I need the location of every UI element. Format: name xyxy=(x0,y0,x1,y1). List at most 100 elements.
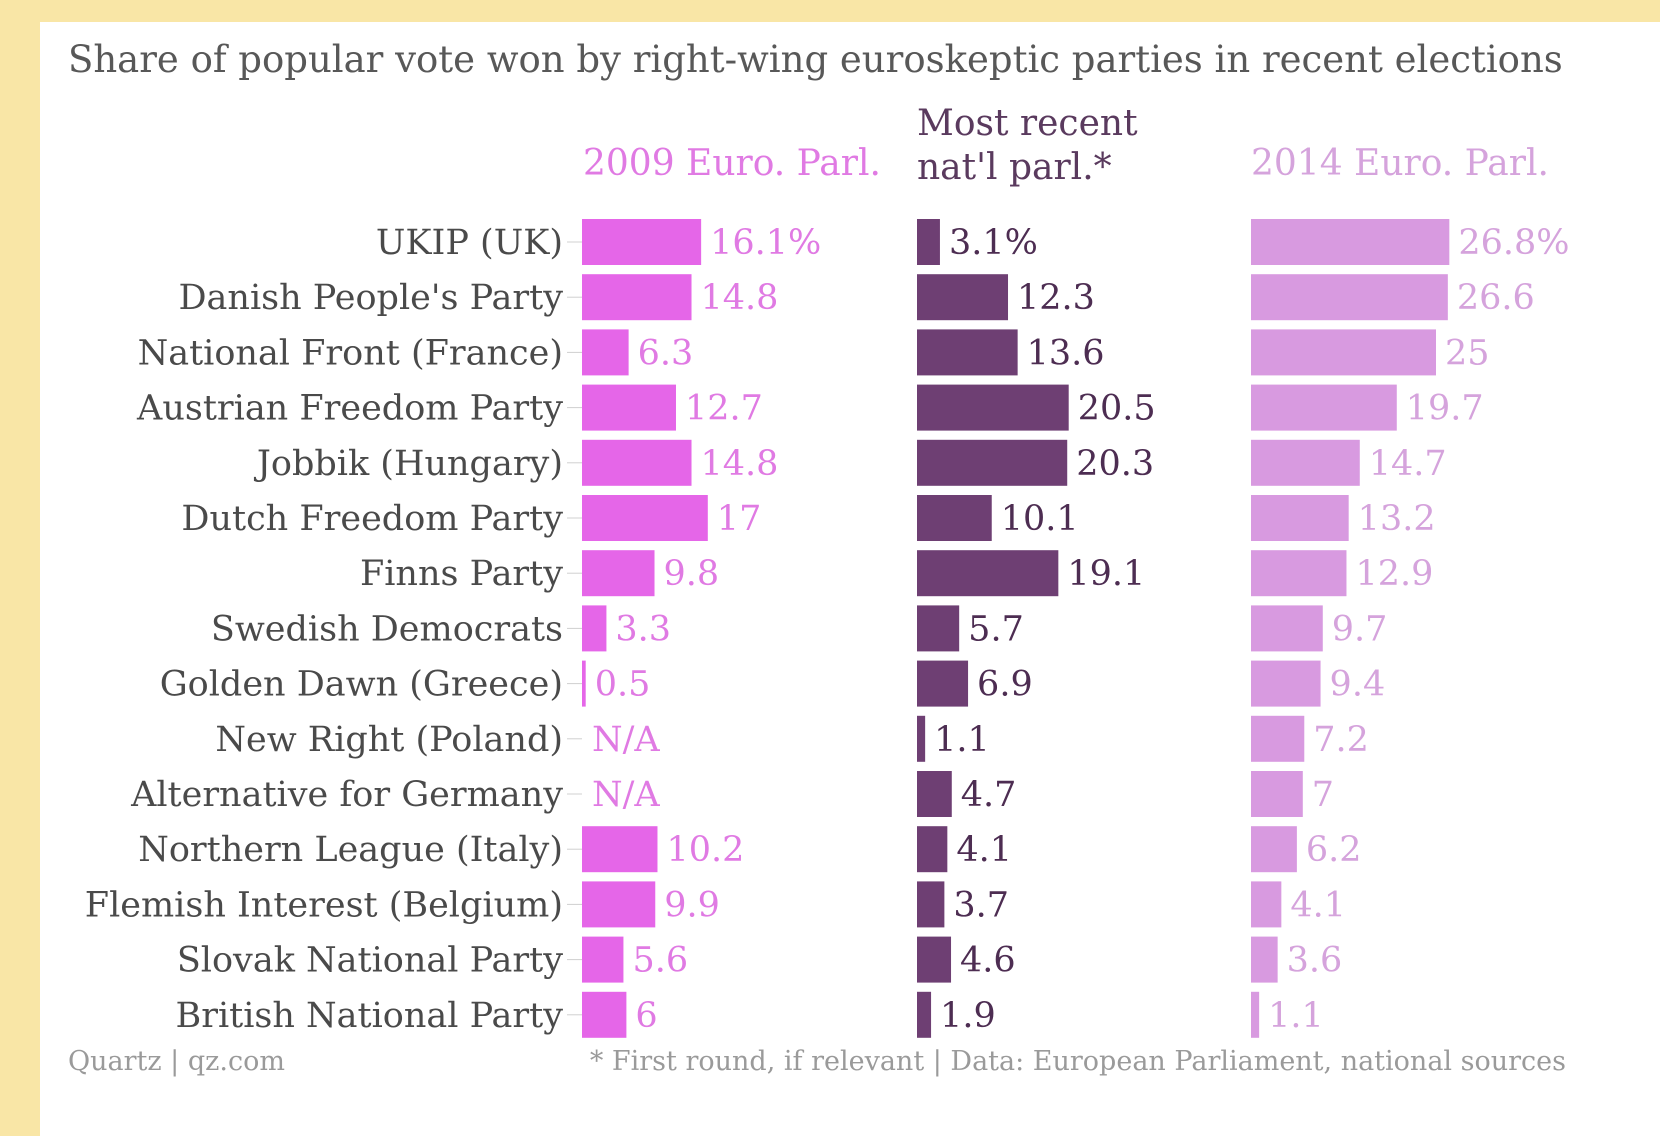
bar xyxy=(917,439,1068,486)
category-label: UKIP (UK) xyxy=(376,223,563,263)
data-label: 16.1% xyxy=(710,223,821,263)
data-label: 7 xyxy=(1312,775,1334,815)
data-label: 10.2 xyxy=(666,830,744,870)
data-label: 14.8 xyxy=(701,444,779,484)
data-label: 9.4 xyxy=(1330,665,1386,705)
bar xyxy=(1251,991,1260,1038)
category-label: Jobbik (Hungary) xyxy=(254,444,563,484)
data-label: 7.2 xyxy=(1313,720,1369,760)
category-label: Alternative for Germany xyxy=(130,775,563,815)
bar xyxy=(1251,550,1347,597)
data-label: 9.8 xyxy=(664,554,720,594)
data-label: 26.8% xyxy=(1458,223,1569,263)
category-label: Slovak National Party xyxy=(177,941,563,981)
chart-panel: Share of popular vote won by right-wing … xyxy=(40,22,1660,1136)
data-label: 3.7 xyxy=(953,885,1009,925)
data-label: 26.6 xyxy=(1457,278,1535,318)
data-label: 6.3 xyxy=(638,333,694,373)
bar xyxy=(582,550,655,597)
data-label: 19.1 xyxy=(1067,554,1145,594)
bar-chart: Share of popular vote won by right-wing … xyxy=(68,38,1570,1077)
data-label: 3.1% xyxy=(949,223,1038,263)
category-label: National Front (France) xyxy=(138,333,563,373)
bar xyxy=(582,274,692,321)
bar xyxy=(582,826,658,873)
data-label: 9.9 xyxy=(664,885,720,925)
data-label: N/A xyxy=(592,720,660,760)
series-header-national-line-2: nat'l parl.* xyxy=(917,147,1112,188)
data-label: 19.7 xyxy=(1406,389,1484,429)
data-label: 6 xyxy=(635,996,657,1036)
bar xyxy=(582,991,627,1038)
bar xyxy=(1251,274,1448,321)
bar xyxy=(1251,715,1305,762)
category-label: Finns Party xyxy=(360,554,563,594)
data-label: 14.7 xyxy=(1369,444,1447,484)
bar xyxy=(917,550,1059,597)
data-label: 5.6 xyxy=(632,941,688,981)
footer-note: * First round, if relevant | Data: Europ… xyxy=(590,1046,1566,1077)
bar xyxy=(917,605,960,652)
bar xyxy=(917,329,1018,376)
data-label: 3.6 xyxy=(1287,941,1343,981)
bar xyxy=(917,274,1009,321)
data-label: 12.3 xyxy=(1017,278,1095,318)
bar xyxy=(1251,329,1436,376)
bar xyxy=(917,495,992,541)
bar xyxy=(917,881,945,928)
data-label: 20.3 xyxy=(1076,444,1154,484)
bar xyxy=(1251,826,1297,873)
bar xyxy=(582,660,586,707)
category-label: Northern League (Italy) xyxy=(138,830,563,870)
data-label: 25 xyxy=(1445,333,1490,373)
footer-source: Quartz | qz.com xyxy=(68,1046,285,1077)
series-header-national-line-1: Most recent xyxy=(917,103,1138,144)
category-label: Swedish Democrats xyxy=(211,609,563,649)
data-label: 1.1 xyxy=(934,720,990,760)
bar xyxy=(917,936,952,983)
data-label: 10.1 xyxy=(1001,499,1079,539)
bar xyxy=(582,936,624,983)
data-label: 4.1 xyxy=(1290,885,1346,925)
data-label: 4.7 xyxy=(961,775,1017,815)
bar xyxy=(1251,771,1303,817)
data-label: 5.7 xyxy=(968,609,1024,649)
data-label: 4.6 xyxy=(960,941,1016,981)
data-label: 1.9 xyxy=(940,996,996,1036)
bar xyxy=(1251,605,1323,652)
data-label: N/A xyxy=(592,775,660,815)
bar xyxy=(582,329,629,376)
data-label: 4.1 xyxy=(956,830,1012,870)
series-header-national-2: nat'l parl.* xyxy=(917,147,1112,188)
data-label: 14.8 xyxy=(701,278,779,318)
bar xyxy=(582,219,702,265)
bar xyxy=(582,605,607,652)
data-label: 9.7 xyxy=(1332,609,1388,649)
bar xyxy=(917,219,940,265)
chart-rows: UKIP (UK) 16.1% 3.1% 26.8% Danish People's P… xyxy=(85,219,1570,1038)
series-header-2014: 2014 Euro. Parl. xyxy=(1251,143,1549,184)
series-header-2009: 2009 Euro. Parl. xyxy=(583,143,881,184)
bar xyxy=(1251,881,1282,928)
bar xyxy=(1251,495,1349,541)
bar xyxy=(917,991,932,1038)
bar xyxy=(1251,439,1360,486)
bar xyxy=(582,881,656,928)
category-label: Golden Dawn (Greece) xyxy=(160,665,563,705)
data-label: 3.3 xyxy=(615,609,671,649)
category-label: Flemish Interest (Belgium) xyxy=(85,885,563,925)
data-label: 12.9 xyxy=(1355,554,1433,594)
bar xyxy=(582,439,692,486)
category-label: New Right (Poland) xyxy=(215,720,563,760)
bar xyxy=(582,384,676,431)
data-label: 6.9 xyxy=(977,665,1033,705)
data-label: 20.5 xyxy=(1078,389,1156,429)
chart-title: Share of popular vote won by right-wing … xyxy=(68,38,1563,81)
category-label: Danish People's Party xyxy=(179,278,564,318)
bar xyxy=(1251,219,1450,265)
bar xyxy=(917,660,969,707)
data-label: 13.6 xyxy=(1027,333,1105,373)
data-label: 13.2 xyxy=(1358,499,1436,539)
series-header-national: Most recent xyxy=(917,103,1138,144)
bar xyxy=(917,826,948,873)
